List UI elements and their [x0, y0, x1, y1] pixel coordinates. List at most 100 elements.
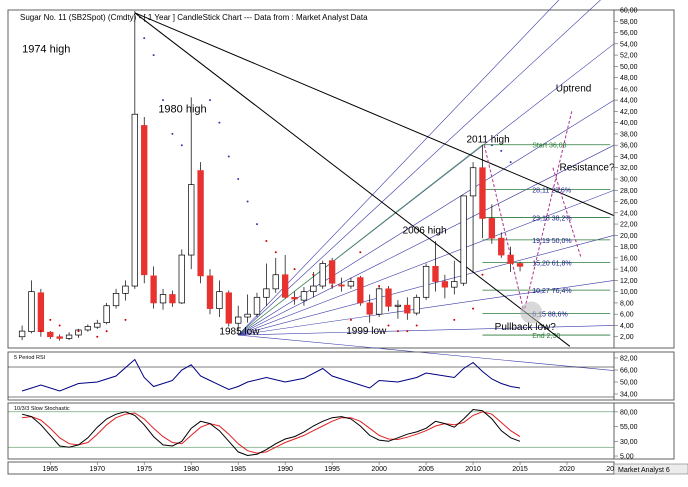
fan-line — [238, 189, 615, 336]
y-tick-label: 40,00 — [620, 120, 638, 127]
candle-down — [197, 170, 204, 277]
y-tick-label: 16,00 — [620, 255, 638, 262]
candle-up — [347, 281, 355, 287]
y-tick-label: 56,00 — [620, 30, 638, 37]
candle-down — [225, 292, 232, 324]
candle-up — [244, 313, 251, 318]
price-panel: Sugar No. 11 (SB2Spot) (Cmdty) - [ 1 Yea… — [7, 0, 615, 371]
sar-dot — [265, 239, 268, 242]
sar-dot — [218, 121, 221, 124]
sar-dot — [96, 335, 99, 338]
fib-level-label: Start 36,08 — [532, 143, 566, 150]
footer-label: Market Analyst 6 — [618, 467, 670, 474]
candle-up — [263, 288, 270, 298]
candle-down — [169, 294, 176, 304]
candle-up — [394, 304, 402, 307]
stochastic-d-line — [22, 411, 521, 454]
resistance-trend-line — [134, 12, 615, 217]
sar-dot — [58, 324, 61, 327]
sar-dot — [227, 155, 230, 158]
sar-dot — [472, 307, 475, 310]
sar-dot — [331, 285, 334, 288]
stochastic-k-line — [21, 408, 521, 457]
y-tick-label: 8,00 — [620, 300, 634, 307]
sar-dot — [77, 330, 80, 333]
candle-up — [460, 195, 467, 284]
candle-down — [479, 167, 486, 219]
y-tick-label: 14,00 — [620, 267, 638, 274]
candle-up — [122, 285, 129, 294]
x-tick-label: 1965 — [42, 466, 58, 473]
fib-level-label: 6,15 88,6% — [532, 311, 567, 318]
fib-level-label: 19,19 50,0% — [532, 238, 571, 245]
fibonacci-retracement-levels: Start 36,08 28,11 23,6% 23,18 38,2% 19,19 5… — [482, 143, 611, 340]
sar-dot — [312, 273, 315, 276]
sar-dot — [124, 318, 127, 321]
candle-down — [507, 254, 514, 264]
y-tick-label: 60,00 — [620, 8, 638, 15]
sar-dot — [180, 144, 183, 147]
rsi-y-tick-label: 66,00 — [620, 368, 638, 375]
x-tick-label: 1985 — [230, 466, 246, 473]
downtrend-line — [134, 12, 571, 347]
fib-level-label: 10,27 76,4% — [532, 288, 571, 295]
sar-dot — [237, 178, 240, 180]
y-tick-label: 38,00 — [620, 131, 638, 138]
sar-dot — [274, 251, 277, 254]
candle-down — [441, 281, 449, 288]
candle-up — [319, 263, 326, 287]
candle-down — [357, 277, 364, 304]
candle-up — [272, 274, 279, 290]
x-tick-label: 2010 — [465, 466, 481, 473]
candle-down — [498, 237, 505, 256]
fan-line — [238, 144, 615, 336]
candle-up — [375, 288, 383, 315]
x-tick-label: 2015 — [512, 466, 528, 473]
candle-up — [28, 291, 35, 333]
stoch-y-tick-label: 55,00 — [620, 424, 638, 431]
candle-up — [300, 291, 308, 301]
sar-dot — [396, 330, 399, 333]
candle-down — [328, 260, 336, 284]
x-tick-label: 1995 — [324, 466, 340, 473]
sar-dot — [415, 324, 418, 327]
sar-dot — [246, 200, 249, 203]
candle-up — [94, 322, 101, 328]
fan-line — [237, 0, 560, 336]
candle-up — [253, 296, 261, 315]
candle-up — [75, 329, 82, 336]
rsi-y-axis-frame — [613, 351, 675, 401]
candle-down — [516, 263, 524, 267]
annotation-label: 2006 high — [403, 226, 447, 237]
sar-dot — [490, 144, 493, 147]
sar-dot — [162, 99, 165, 102]
sar-dot — [39, 330, 42, 333]
x-tick-label: 2000 — [371, 466, 387, 473]
rsi-panel-title: 5 Period RSI — [14, 355, 46, 361]
y-tick-label: 46,00 — [620, 86, 638, 93]
y-tick-label: 48,00 — [620, 75, 638, 82]
y-axis-frame — [613, 9, 675, 349]
annotation-label: 1974 high — [22, 43, 70, 55]
pullback-projection-line — [483, 145, 525, 312]
y-tick-label: 36,00 — [620, 143, 638, 150]
y-tick-label: 54,00 — [620, 41, 638, 48]
candle-series — [18, 11, 524, 341]
candle-down — [141, 125, 148, 276]
sar-dot — [152, 54, 155, 57]
annotation-label: Pullback low? — [495, 322, 557, 333]
candle-down — [281, 274, 289, 298]
candle-up — [65, 334, 73, 339]
fib-level-label: 15,20 61,8% — [532, 260, 571, 267]
chart-title: Sugar No. 11 (SB2Spot) (Cmdty) - [ 1 Yea… — [20, 13, 368, 22]
y-tick-label: 32,00 — [620, 165, 638, 172]
y-tick-label: 22,00 — [620, 222, 638, 229]
candle-up — [84, 326, 92, 331]
x-tick-label: 2005 — [418, 466, 434, 473]
sar-dot — [105, 330, 108, 333]
x-tick-label: 1990 — [277, 466, 293, 473]
sar-dot — [359, 251, 362, 254]
candle-up — [103, 305, 110, 323]
parabolic-sar-dots — [39, 37, 512, 338]
